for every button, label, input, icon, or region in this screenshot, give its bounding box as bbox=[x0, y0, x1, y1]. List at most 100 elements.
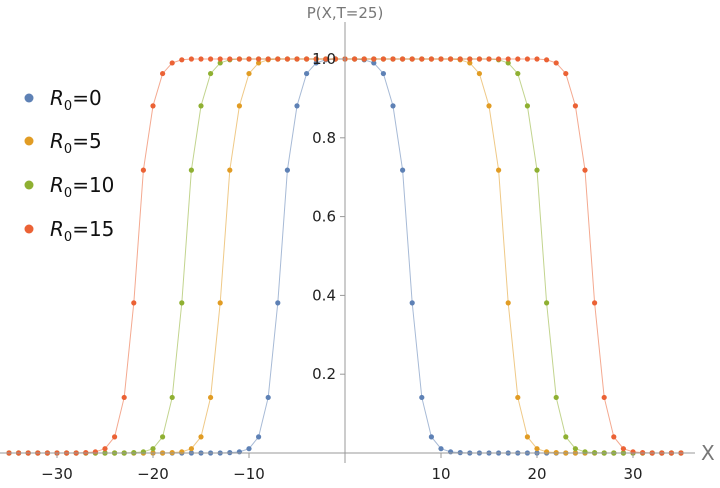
series-points bbox=[6, 56, 684, 456]
data-point bbox=[92, 449, 98, 455]
axis-ticks: −30 −20 −10 10 20 30 0.2 0.4 0.6 0.8 1.0 bbox=[41, 50, 642, 483]
data-point bbox=[380, 70, 386, 77]
data-point bbox=[419, 56, 425, 62]
y-tick-label: 1.0 bbox=[312, 50, 336, 68]
data-point bbox=[448, 449, 454, 455]
data-point bbox=[611, 434, 617, 440]
legend: R0=0 R0=5 R0=10 R0=15 bbox=[24, 86, 114, 245]
data-point bbox=[208, 56, 214, 62]
data-point bbox=[400, 167, 406, 173]
y-tick-label: 0.2 bbox=[312, 365, 336, 383]
data-point bbox=[179, 57, 185, 63]
data-point bbox=[428, 434, 434, 440]
data-point bbox=[544, 300, 550, 306]
data-point bbox=[160, 434, 166, 440]
data-point bbox=[438, 446, 444, 452]
data-point bbox=[140, 449, 146, 455]
legend-item: R0=15 bbox=[24, 217, 114, 245]
data-point bbox=[131, 300, 137, 306]
data-point bbox=[534, 56, 540, 62]
data-point bbox=[198, 103, 204, 109]
data-point bbox=[275, 300, 281, 306]
data-point bbox=[496, 56, 502, 62]
data-point bbox=[544, 449, 550, 455]
data-point bbox=[208, 70, 214, 77]
data-point bbox=[563, 70, 569, 77]
data-point bbox=[400, 56, 406, 62]
data-point bbox=[361, 56, 367, 62]
y-tick-label: 0.8 bbox=[312, 129, 336, 147]
data-point bbox=[284, 56, 290, 62]
data-point bbox=[457, 56, 463, 62]
data-point bbox=[256, 56, 262, 62]
data-point bbox=[236, 56, 242, 62]
data-point bbox=[169, 60, 175, 66]
data-point bbox=[534, 446, 540, 452]
data-point bbox=[390, 56, 396, 62]
data-point bbox=[150, 103, 156, 109]
data-point bbox=[553, 394, 559, 401]
data-point bbox=[563, 434, 569, 440]
data-point bbox=[217, 60, 223, 66]
data-point bbox=[515, 56, 521, 62]
data-point bbox=[284, 167, 290, 173]
legend-marker bbox=[24, 180, 34, 190]
y-tick-label: 0.4 bbox=[312, 286, 336, 304]
data-point bbox=[294, 103, 300, 109]
data-point bbox=[227, 56, 233, 62]
data-point bbox=[188, 446, 194, 452]
legend-marker bbox=[24, 136, 34, 146]
data-point bbox=[188, 167, 194, 173]
legend-label: R0=0 bbox=[50, 86, 102, 114]
legend-marker bbox=[24, 224, 34, 234]
data-point bbox=[601, 394, 607, 401]
data-point bbox=[448, 56, 454, 62]
data-point bbox=[256, 60, 262, 66]
data-point bbox=[256, 434, 262, 440]
x-tick-label: 20 bbox=[527, 465, 546, 483]
axes bbox=[0, 22, 695, 463]
data-point bbox=[476, 70, 482, 77]
data-point bbox=[409, 300, 415, 306]
data-point bbox=[496, 167, 502, 173]
data-point bbox=[524, 56, 531, 62]
chart-title: P(X,T=25) bbox=[307, 4, 384, 22]
data-point bbox=[371, 60, 377, 66]
data-point bbox=[179, 449, 185, 455]
data-point bbox=[515, 394, 521, 401]
data-point bbox=[620, 446, 627, 452]
data-point bbox=[572, 103, 579, 109]
data-point bbox=[534, 167, 540, 173]
data-point bbox=[265, 56, 271, 62]
data-point bbox=[467, 56, 473, 62]
data-point bbox=[140, 167, 146, 173]
data-point bbox=[505, 60, 511, 66]
data-point bbox=[150, 446, 156, 452]
legend-marker bbox=[24, 93, 34, 103]
data-point bbox=[179, 300, 185, 306]
data-point bbox=[275, 56, 281, 62]
data-point bbox=[352, 56, 358, 62]
data-point bbox=[198, 434, 204, 440]
data-point bbox=[294, 56, 300, 62]
data-point bbox=[332, 56, 338, 62]
data-point bbox=[592, 300, 598, 306]
data-point bbox=[438, 56, 444, 62]
x-axis-title: X bbox=[701, 441, 715, 465]
data-point bbox=[313, 56, 319, 62]
legend-item: R0=0 bbox=[24, 86, 102, 114]
data-point bbox=[217, 300, 223, 306]
x-tick-label: −10 bbox=[233, 465, 265, 483]
x-tick-label: −20 bbox=[137, 465, 169, 483]
data-point bbox=[486, 103, 492, 109]
data-point bbox=[409, 56, 415, 62]
data-point bbox=[169, 394, 175, 401]
y-tick-label: 0.6 bbox=[312, 208, 336, 226]
data-point bbox=[188, 56, 194, 62]
data-point bbox=[121, 394, 127, 401]
data-point bbox=[304, 56, 310, 62]
legend-label: R0=10 bbox=[50, 173, 114, 201]
data-point bbox=[486, 56, 492, 62]
data-point bbox=[553, 60, 559, 66]
